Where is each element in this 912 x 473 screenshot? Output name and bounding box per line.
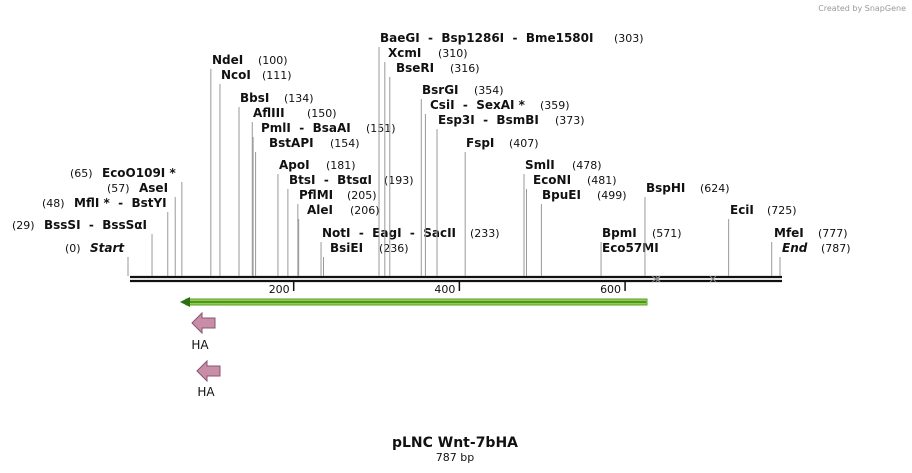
site-position: (725) <box>767 204 797 217</box>
site-name: BssSI - BssSαI <box>44 218 147 232</box>
site-name: BpmI <box>602 226 637 240</box>
site-position: (111) <box>262 69 292 82</box>
site-name: BaeGI - Bsp1286I - Bme1580I <box>380 31 593 45</box>
site-name: AseI <box>139 181 168 195</box>
feature-arrow <box>196 359 221 383</box>
site-position: (65) <box>70 167 93 180</box>
site-position: (233) <box>470 227 500 240</box>
site-position: (206) <box>350 204 380 217</box>
ruler-label: 400 <box>434 283 455 296</box>
site-name: NcoI <box>221 68 251 82</box>
orf-arrow <box>180 297 648 307</box>
site-position: (316) <box>450 62 480 75</box>
title: pLNC Wnt-7bHA <box>392 435 518 451</box>
site-position: (354) <box>474 84 504 97</box>
site-position: (777) <box>818 227 848 240</box>
site-position: (100) <box>258 54 288 67</box>
site-name: SmlI <box>525 158 555 172</box>
feature-label: HA <box>197 385 215 399</box>
watermark: Created by SnapGene <box>818 4 906 13</box>
site-position: (236) <box>379 242 409 255</box>
site-name: FspI <box>466 136 494 150</box>
site-name: BstAPI <box>269 136 314 150</box>
site-position: (303) <box>614 32 644 45</box>
site-name: BbsI <box>240 91 269 105</box>
site-name: EcoO109I * <box>102 166 176 180</box>
site-position: (154) <box>330 137 360 150</box>
site-position: (134) <box>284 92 314 105</box>
site-name: PflMI <box>299 188 333 202</box>
site-position: (624) <box>700 182 730 195</box>
site-name: Esp3I - BsmBI <box>438 113 539 127</box>
site-position: (57) <box>107 182 130 195</box>
ruler-label: 200 <box>269 283 290 296</box>
site-name: Start <box>90 241 125 255</box>
site-position: (359) <box>540 99 570 112</box>
site-position: (481) <box>587 174 617 187</box>
site-name: BpuEI <box>542 188 581 202</box>
ruler-label: 600 <box>600 283 621 296</box>
site-name: PmlI - BsaAI <box>261 121 351 135</box>
site-name: BtsI - BtsαI <box>289 173 372 187</box>
feature-arrow <box>191 311 216 335</box>
site-position: (150) <box>307 107 337 120</box>
site-name: BseRI <box>396 61 434 75</box>
site-name: AleI <box>307 203 333 217</box>
site-position: (0) <box>65 242 81 255</box>
site-position: (193) <box>384 174 414 187</box>
subtitle: 787 bp <box>436 451 474 464</box>
site-name: NdeI <box>212 53 243 67</box>
site-position: (571) <box>652 227 682 240</box>
site-name: BsiEI <box>330 241 363 255</box>
site-name: MflI * - BstYI <box>74 196 167 210</box>
site-position: (181) <box>326 159 356 172</box>
site-name: BspHI <box>646 181 685 195</box>
site-name: BsrGI <box>422 83 459 97</box>
site-name: Eco57MI <box>602 241 659 255</box>
site-name: XcmI <box>388 46 421 60</box>
site-position: (310) <box>438 47 468 60</box>
site-name: AflIII <box>253 106 285 120</box>
site-name: ApoI <box>279 158 310 172</box>
site-name: EcoNI <box>533 173 571 187</box>
site-name: CsiI - SexAI * <box>430 98 526 112</box>
site-position: (48) <box>42 197 65 210</box>
site-position: (151) <box>366 122 396 135</box>
site-position: (499) <box>597 189 627 202</box>
hatch <box>651 275 717 283</box>
site-position: (29) <box>12 219 35 232</box>
feature-label: HA <box>191 338 209 352</box>
site-position: (373) <box>555 114 585 127</box>
site-position: (478) <box>572 159 602 172</box>
site-name: NotI - EagI - SacII <box>322 226 456 240</box>
site-name: MfeI <box>774 226 804 240</box>
site-name: End <box>782 241 808 255</box>
site-name: EciI <box>730 203 754 217</box>
site-position: (407) <box>509 137 539 150</box>
site-position: (787) <box>821 242 851 255</box>
site-position: (205) <box>347 189 377 202</box>
